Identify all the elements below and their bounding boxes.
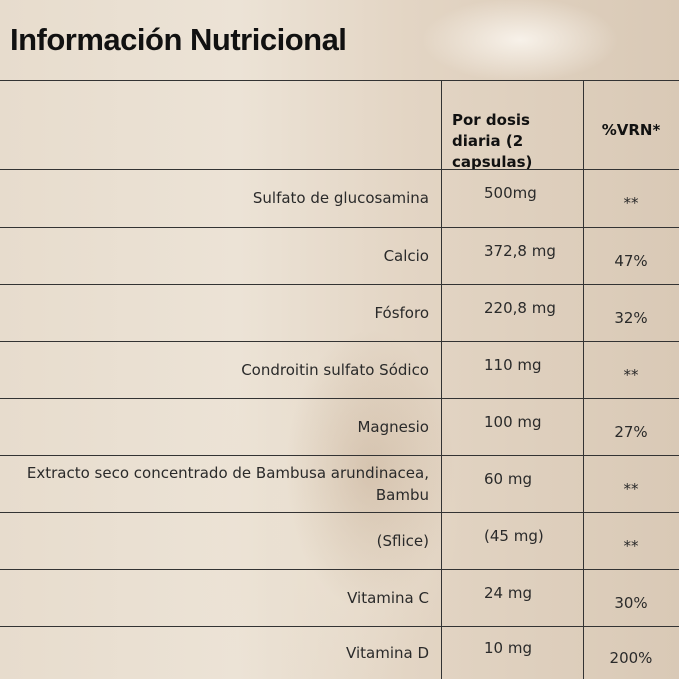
nutrient-name: Sulfato de glucosamina: [252, 189, 429, 207]
nutrient-name: (Sflice): [376, 531, 429, 550]
row-divider: [0, 626, 679, 627]
row-divider: [0, 398, 679, 399]
row-divider: [0, 227, 679, 228]
vrn-value: **: [623, 365, 639, 384]
row-divider: [0, 455, 679, 456]
dose-value: 10 mg: [484, 638, 532, 657]
vrn-value: 200%: [609, 648, 653, 667]
nutrient-name: Magnesio: [357, 417, 429, 436]
dose-value: 60 mg: [484, 469, 532, 488]
title: Información Nutricional: [10, 22, 347, 57]
dose-value: 100 mg: [484, 412, 542, 431]
row-divider: [0, 80, 679, 81]
nutrient-name: Vitamina C: [347, 588, 429, 607]
vrn-value: 27%: [614, 422, 648, 441]
dose-value: 110 mg: [484, 355, 542, 374]
row-divider: [0, 341, 679, 342]
row-divider: [0, 284, 679, 285]
nutrient-name: Vitamina D: [346, 643, 429, 662]
vrn-value: 47%: [614, 251, 648, 270]
row-divider: [0, 512, 679, 513]
row-divider: [0, 169, 679, 170]
column-header: %VRN*: [601, 121, 661, 139]
dose-value: 220,8 mg: [484, 298, 556, 317]
vrn-value: **: [623, 194, 639, 212]
dose-value: 24 mg: [484, 583, 532, 602]
nutrient-name: Extracto seco concentrado de Bambusa aru…: [26, 463, 429, 504]
dose-value: (45 mg): [484, 526, 544, 545]
nutrient-name: Fósforo: [374, 303, 429, 322]
nutrient-name: Condroitin sulfato Sódico: [241, 360, 429, 379]
column-divider: [583, 80, 584, 679]
column-divider: [441, 80, 442, 679]
dose-value: 500mg: [484, 184, 537, 202]
dose-value: 372,8 mg: [484, 241, 556, 260]
nutrient-name: Calcio: [383, 246, 429, 265]
vrn-value: **: [623, 536, 639, 555]
row-divider: [0, 569, 679, 570]
vrn-value: **: [623, 479, 639, 498]
vrn-value: 30%: [614, 593, 648, 612]
vrn-value: 32%: [614, 308, 648, 327]
column-header: Por dosis diaria (2 capsulas): [452, 111, 533, 171]
